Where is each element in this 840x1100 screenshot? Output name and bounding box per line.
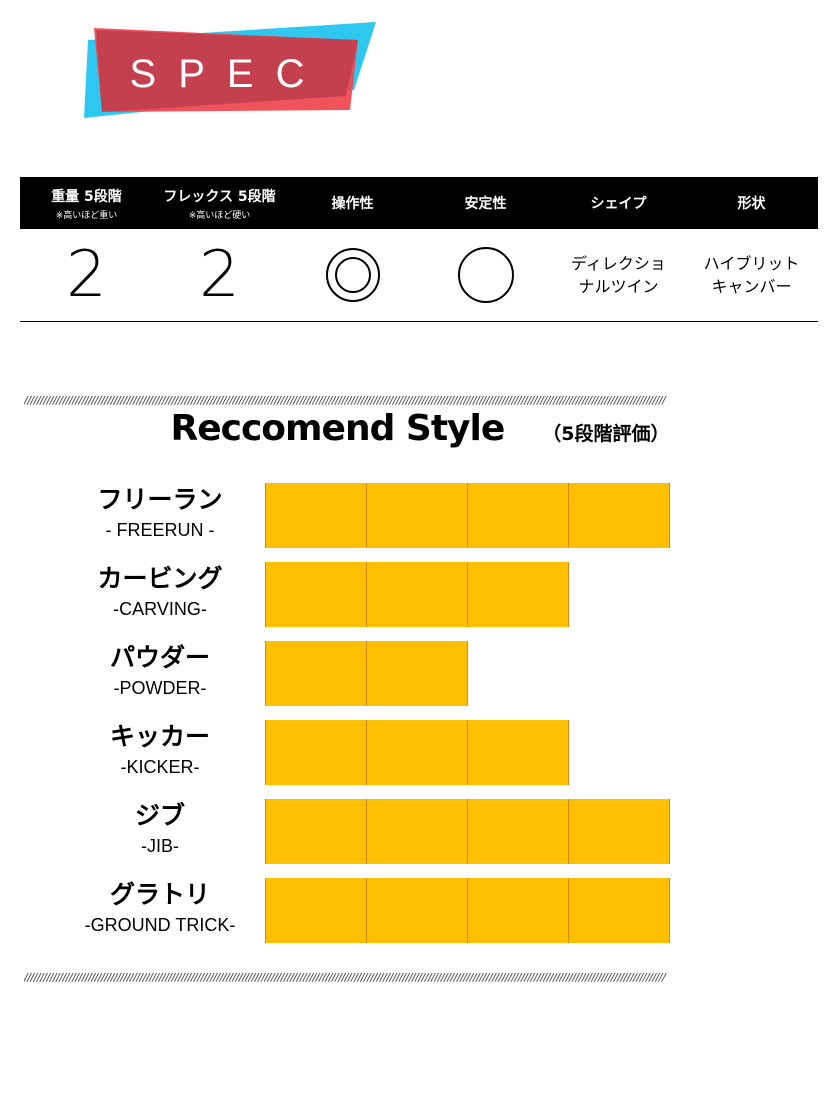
rating-segment <box>468 562 569 627</box>
style-row: ジブ -JIB- <box>0 799 840 864</box>
profile-value: ハイブリット キャンバー <box>703 254 800 296</box>
flex-value: 2 <box>199 238 240 312</box>
rating-segment <box>367 483 468 548</box>
header-weight: 重量 5段階 ※高いほど重い <box>51 188 122 221</box>
style-label: キッカー -KICKER- <box>109 722 210 777</box>
rating-bar <box>265 641 468 706</box>
style-row: カービング -CARVING- <box>0 562 840 627</box>
slash-divider-bottom: ////////////////////////////////////////… <box>24 971 666 983</box>
rating-segment <box>367 720 468 785</box>
style-label: カービング -CARVING- <box>97 564 223 619</box>
rating-segment <box>265 483 367 548</box>
header-handling: 操作性 <box>331 196 374 212</box>
rating-segment <box>367 562 468 627</box>
header-shape: シェイプ <box>590 196 647 212</box>
style-label: グラトリ -GROUND TRICK- <box>84 880 236 935</box>
rating-segment <box>265 878 367 943</box>
style-label: パウダー -POWDER- <box>109 643 210 698</box>
rating-segment <box>468 483 569 548</box>
style-label: ジブ -JIB- <box>134 801 185 856</box>
shape-value: ディレクショ ナルツイン <box>571 254 666 296</box>
rating-segment <box>468 720 569 785</box>
rating-segment <box>367 878 468 943</box>
rating-segment <box>265 562 367 627</box>
rating-segment <box>468 799 569 864</box>
header-profile: 形状 <box>737 196 766 212</box>
rating-bar <box>265 562 569 627</box>
recommend-title: Reccomend Style （5段階評価） <box>170 408 670 449</box>
rating-bar <box>265 720 569 785</box>
rating-segment <box>265 720 367 785</box>
spec-table-values: 2 2 ディレクショ ナルツイン ハイブリット キャンバー <box>20 229 818 322</box>
rating-segment <box>367 799 468 864</box>
rating-segment <box>265 799 367 864</box>
double-circle-icon <box>325 248 380 302</box>
spec-logo: SPEC <box>78 18 388 136</box>
style-row: キッカー -KICKER- <box>0 720 840 785</box>
logo-shapes <box>84 22 376 118</box>
slash-divider-top: ////////////////////////////////////////… <box>24 394 666 406</box>
rating-segment <box>468 878 569 943</box>
style-row: フリーラン - FREERUN - <box>0 483 840 548</box>
rating-segment <box>569 878 670 943</box>
circle-icon <box>457 247 514 303</box>
rating-bar <box>265 878 670 943</box>
rating-bar <box>265 483 670 548</box>
style-label: フリーラン - FREERUN - <box>97 485 223 540</box>
style-row: グラトリ -GROUND TRICK- <box>0 878 840 943</box>
logo-text: SPEC <box>129 52 327 96</box>
rating-segment <box>265 641 367 706</box>
weight-value: 2 <box>66 238 107 312</box>
spec-table-header: 重量 5段階 ※高いほど重い フレックス 5段階 ※高いほど硬い 操作性 安定性 シ… <box>20 177 818 229</box>
rating-segment <box>569 483 670 548</box>
header-flex: フレックス 5段階 ※高いほど硬い <box>163 188 276 221</box>
rating-segment <box>367 641 468 706</box>
style-row: パウダー -POWDER- <box>0 641 840 706</box>
rating-segment <box>569 799 670 864</box>
header-stability: 安定性 <box>464 196 507 212</box>
rating-bar <box>265 799 670 864</box>
